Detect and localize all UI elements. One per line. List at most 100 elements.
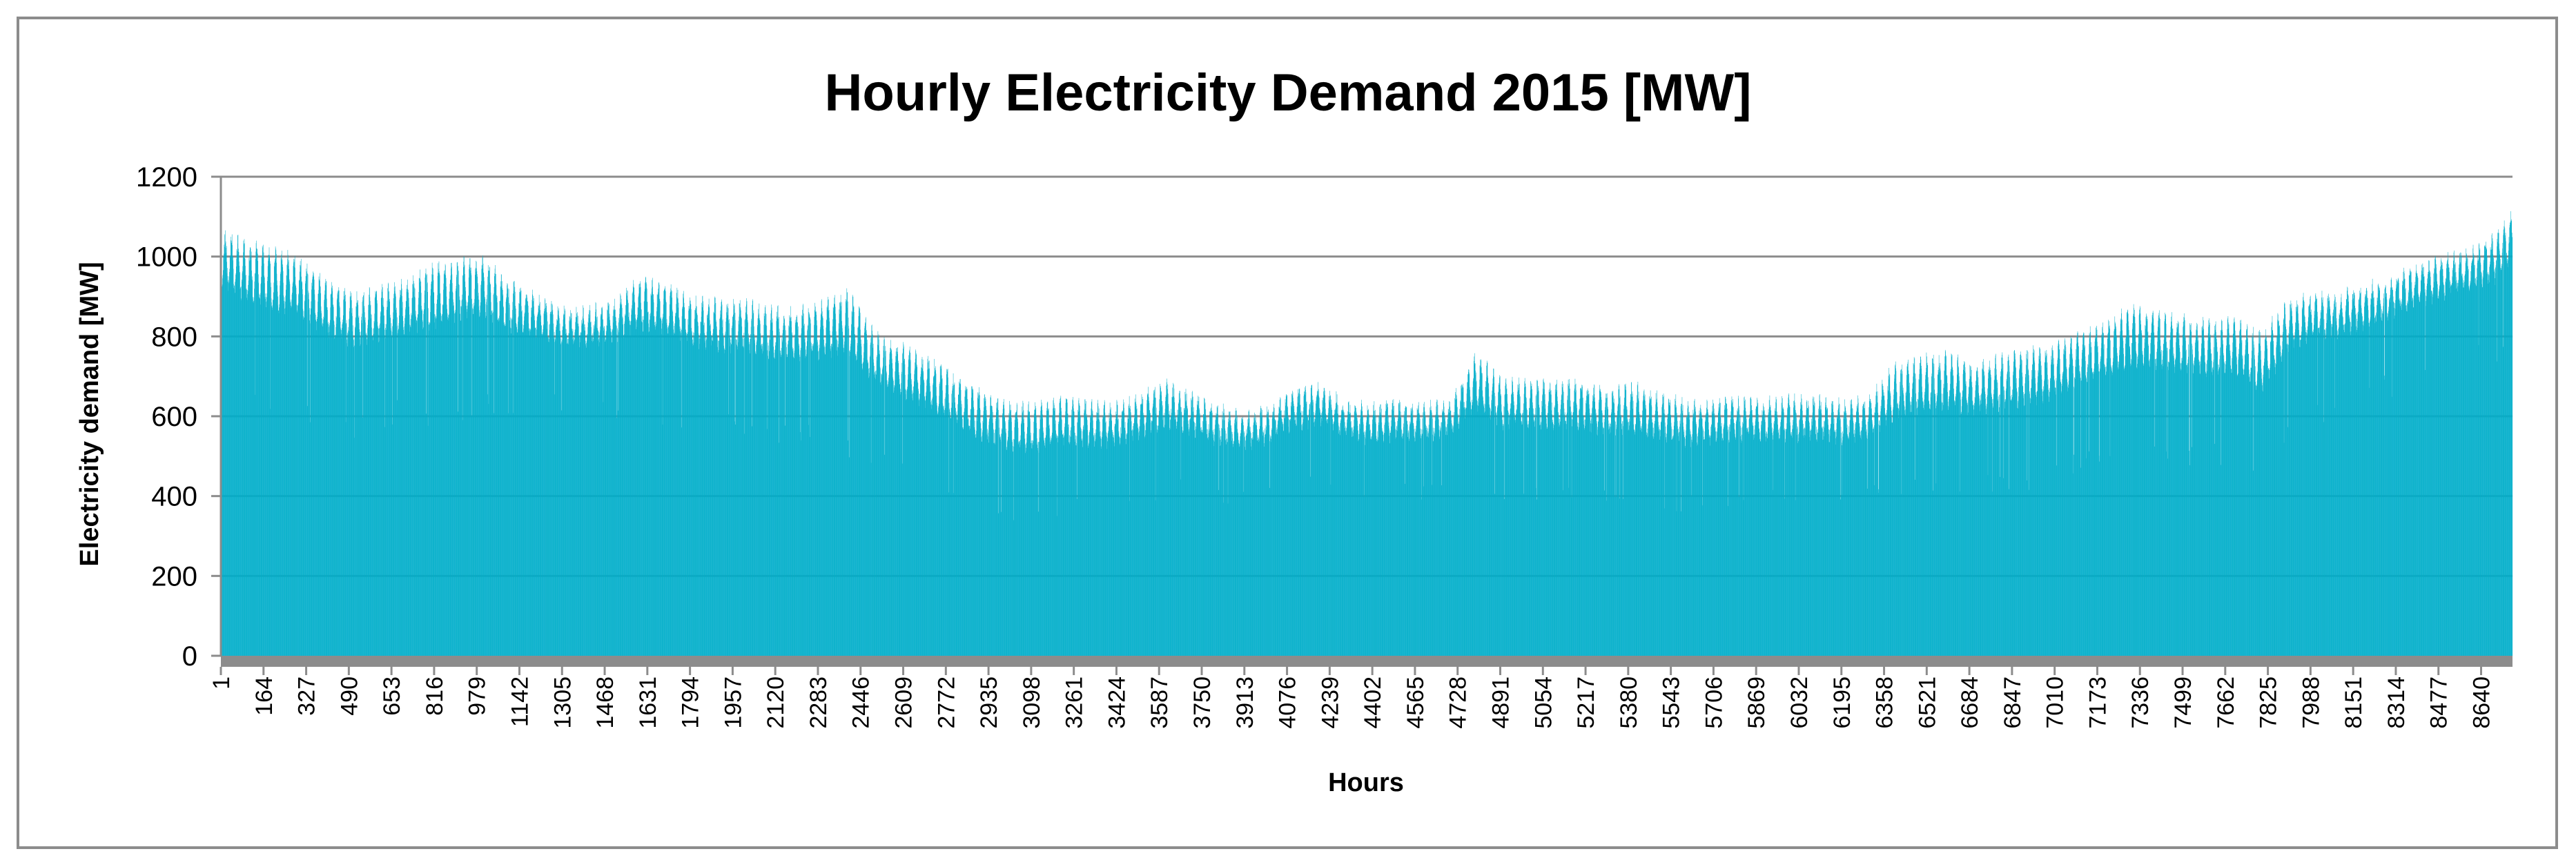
bar-hour-3259 (1073, 404, 1074, 656)
bar-hour-4467 (1389, 436, 1390, 656)
bar-hour-362 (315, 320, 316, 656)
bar-hour-2417 (852, 296, 854, 656)
bar-hour-592 (375, 294, 376, 656)
bar-hour-1202 (535, 329, 536, 656)
bar-hour-4633 (1432, 434, 1434, 656)
bar-hour-1295 (559, 331, 560, 656)
bar-hour-3475 (1129, 407, 1131, 656)
bar-hour-3332 (1092, 413, 1093, 656)
bar-hour-2766 (944, 410, 945, 656)
bar-hour-2794 (951, 393, 953, 656)
bar-hour-4085 (1289, 431, 1290, 656)
bar-hour-1898 (716, 347, 718, 656)
bar-hour-3842 (1225, 440, 1227, 656)
bar-hour-457 (340, 321, 341, 656)
bar-hour-1515 (616, 334, 618, 656)
bar-hour-1638 (649, 327, 650, 656)
bar-hour-2850 (966, 389, 967, 656)
bar-hour-515 (355, 317, 356, 656)
bar-hour-3882 (1236, 422, 1237, 656)
bar-hour-2359 (837, 340, 839, 656)
bar-hour-3756 (1203, 414, 1204, 656)
bar-hour-4599 (1423, 403, 1425, 656)
bar-hour-4570 (1416, 429, 1417, 656)
bar-hour-4515 (1401, 430, 1403, 656)
bar-hour-4579 (1418, 402, 1419, 656)
bar-hour-202 (273, 292, 274, 656)
bar-hour-4284 (1341, 410, 1342, 656)
bar-hour-1140 (518, 311, 520, 656)
bar-hour-4401 (1372, 436, 1373, 656)
bar-hour-1470 (605, 336, 606, 656)
bar-hour-2715 (930, 405, 932, 656)
bar-hour-450 (338, 291, 339, 656)
bar-hour-332 (307, 273, 308, 656)
bar-hour-308 (301, 276, 302, 656)
bar-hour-2197 (795, 324, 796, 656)
bar-hour-1137 (518, 321, 519, 656)
bar-hour-3049 (1018, 442, 1019, 656)
bar-hour-1198 (534, 313, 535, 656)
bar-hour-707 (405, 307, 407, 656)
bar-hour-1404 (587, 322, 589, 656)
bar-hour-2315 (826, 320, 827, 656)
bar-hour-1090 (505, 302, 507, 656)
bar-hour-4489 (1394, 422, 1396, 656)
bar-hour-2223 (802, 309, 803, 656)
bar-hour-2844 (964, 396, 965, 656)
bar-hour-1686 (661, 320, 663, 656)
bar-hour-809 (432, 275, 433, 656)
bar-hour-2648 (913, 387, 914, 656)
bar-hour-2041 (754, 343, 755, 656)
bar-hour-1932 (725, 318, 727, 656)
bar-hour-2612 (904, 360, 905, 656)
bar-hour-4053 (1280, 411, 1282, 656)
bar-hour-293 (297, 305, 298, 656)
bar-hour-4456 (1386, 409, 1387, 656)
bar-hour-1521 (618, 332, 619, 656)
bar-hour-494 (349, 296, 351, 656)
bar-hour-4224 (1325, 413, 1327, 656)
bar-hour-2596 (899, 384, 900, 656)
bar-hour-1444 (598, 332, 599, 656)
bar-hour-3761 (1204, 398, 1205, 656)
bar-hour-688 (400, 291, 401, 656)
bar-hour-1557 (627, 304, 629, 656)
bar-hour-193 (271, 298, 272, 656)
bar-hour-36 (230, 257, 231, 656)
bar-hour-583 (373, 340, 374, 656)
bar-hour-2530 (882, 367, 883, 656)
bar-hour-4669 (1442, 409, 1443, 656)
bar-hour-4359 (1360, 411, 1362, 656)
bar-hour-2316 (826, 320, 827, 656)
bar-hour-4375 (1365, 432, 1366, 656)
bar-hour-1370 (578, 338, 580, 656)
bar-hour-4667 (1441, 422, 1442, 656)
bar-hour-3075 (1025, 445, 1026, 656)
bar-hour-3740 (1199, 409, 1200, 656)
bar-hour-4639 (1434, 428, 1435, 656)
bar-hour-4657 (1438, 429, 1440, 656)
bar-hour-3772 (1207, 438, 1208, 656)
bar-hour-743 (415, 298, 416, 656)
bar-hour-4506 (1399, 400, 1400, 656)
bar-hour-4128 (1300, 412, 1301, 656)
bar-hour-2377 (842, 331, 843, 656)
bar-hour-1601 (639, 283, 640, 656)
bar-hour-4385 (1367, 411, 1369, 656)
bar-hour-1674 (658, 282, 659, 656)
bar-hour-4660 (1439, 426, 1441, 656)
bar-hour-2110 (772, 331, 773, 656)
bar-hour-740 (414, 287, 415, 656)
bar-hour-4585 (1420, 436, 1421, 656)
bar-hour-2365 (839, 313, 840, 656)
bar-hour-799 (429, 322, 430, 656)
bar-hour-1174 (527, 301, 529, 656)
bar-hour-1176 (528, 312, 529, 656)
bar-hour-594 (375, 295, 377, 656)
bar-hour-3710 (1191, 399, 1192, 656)
bar-hour-3382 (1105, 422, 1106, 656)
bar-hour-3364 (1100, 438, 1102, 656)
bar-hour-598 (377, 303, 378, 656)
bar-hour-3849 (1227, 427, 1228, 656)
